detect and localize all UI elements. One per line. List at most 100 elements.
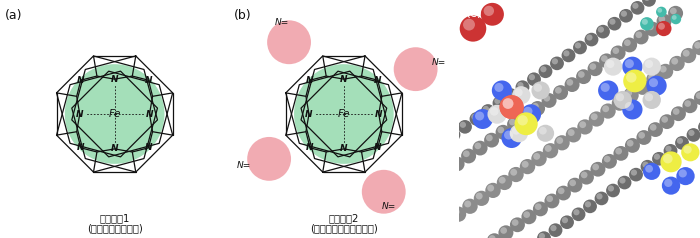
Circle shape: [581, 172, 587, 178]
Circle shape: [575, 42, 581, 49]
Circle shape: [393, 47, 438, 91]
Circle shape: [489, 235, 496, 238]
Circle shape: [625, 89, 632, 96]
Circle shape: [643, 162, 649, 168]
Circle shape: [604, 156, 610, 162]
Circle shape: [692, 40, 700, 55]
Circle shape: [532, 103, 539, 109]
Circle shape: [663, 154, 673, 164]
Circle shape: [642, 0, 656, 7]
Circle shape: [682, 98, 697, 113]
Text: Fe: Fe: [108, 109, 121, 119]
Circle shape: [498, 177, 505, 183]
Circle shape: [636, 130, 652, 145]
Circle shape: [473, 109, 493, 129]
Circle shape: [629, 168, 643, 181]
Circle shape: [602, 105, 609, 112]
Circle shape: [537, 231, 551, 238]
Circle shape: [500, 95, 524, 119]
Circle shape: [676, 167, 694, 185]
Circle shape: [668, 6, 683, 21]
Circle shape: [650, 124, 657, 131]
Circle shape: [461, 149, 476, 164]
Circle shape: [487, 105, 507, 124]
Circle shape: [485, 183, 500, 198]
Circle shape: [501, 128, 522, 148]
Circle shape: [520, 111, 527, 118]
Circle shape: [579, 170, 594, 185]
Circle shape: [612, 47, 620, 54]
Text: N: N: [145, 143, 152, 152]
Text: N: N: [111, 144, 118, 154]
Circle shape: [463, 19, 475, 30]
Circle shape: [606, 184, 620, 197]
Circle shape: [481, 104, 495, 118]
Circle shape: [510, 217, 525, 232]
Circle shape: [504, 130, 513, 139]
Circle shape: [678, 169, 687, 178]
Circle shape: [522, 161, 528, 168]
Circle shape: [592, 164, 599, 170]
Circle shape: [556, 137, 564, 144]
Circle shape: [566, 79, 573, 86]
Circle shape: [546, 195, 553, 202]
Circle shape: [552, 58, 558, 64]
Circle shape: [622, 57, 643, 77]
Circle shape: [568, 178, 582, 193]
Circle shape: [572, 208, 585, 221]
Circle shape: [510, 169, 517, 176]
Circle shape: [453, 208, 460, 215]
Circle shape: [625, 138, 640, 153]
Ellipse shape: [65, 64, 164, 164]
Circle shape: [440, 166, 447, 173]
Circle shape: [530, 101, 545, 116]
Circle shape: [527, 72, 541, 86]
Circle shape: [673, 108, 680, 115]
Circle shape: [503, 98, 513, 109]
Circle shape: [517, 115, 528, 125]
Circle shape: [533, 153, 540, 160]
Circle shape: [426, 145, 431, 152]
Circle shape: [519, 109, 533, 124]
Circle shape: [566, 127, 581, 143]
Circle shape: [601, 55, 608, 62]
Circle shape: [652, 152, 666, 166]
Circle shape: [554, 135, 570, 150]
Circle shape: [535, 203, 542, 210]
Circle shape: [615, 148, 622, 154]
Circle shape: [671, 106, 686, 121]
Circle shape: [654, 154, 660, 160]
Circle shape: [555, 87, 561, 94]
Circle shape: [665, 146, 671, 152]
Circle shape: [471, 114, 477, 120]
Circle shape: [576, 69, 591, 84]
Circle shape: [620, 178, 626, 183]
Circle shape: [687, 128, 700, 142]
Circle shape: [604, 58, 622, 76]
Circle shape: [553, 85, 568, 100]
Circle shape: [470, 112, 484, 126]
Circle shape: [538, 64, 552, 78]
Text: (鉄アザフタロシアニン): (鉄アザフタロシアニン): [310, 224, 378, 234]
Circle shape: [498, 225, 513, 238]
Circle shape: [528, 74, 535, 80]
Circle shape: [614, 97, 621, 104]
Circle shape: [696, 92, 700, 99]
Text: (b): (b): [234, 9, 252, 22]
Text: N: N: [307, 76, 314, 85]
Circle shape: [569, 179, 576, 186]
Text: N: N: [340, 144, 348, 154]
Circle shape: [584, 33, 598, 46]
Circle shape: [531, 151, 547, 166]
Circle shape: [698, 120, 700, 134]
Circle shape: [537, 125, 554, 142]
Circle shape: [267, 20, 311, 64]
Circle shape: [625, 59, 634, 68]
Circle shape: [494, 83, 503, 92]
Circle shape: [634, 30, 649, 45]
Circle shape: [622, 38, 637, 52]
Circle shape: [496, 125, 510, 140]
Circle shape: [625, 102, 634, 111]
Circle shape: [463, 150, 470, 157]
Circle shape: [664, 179, 673, 187]
